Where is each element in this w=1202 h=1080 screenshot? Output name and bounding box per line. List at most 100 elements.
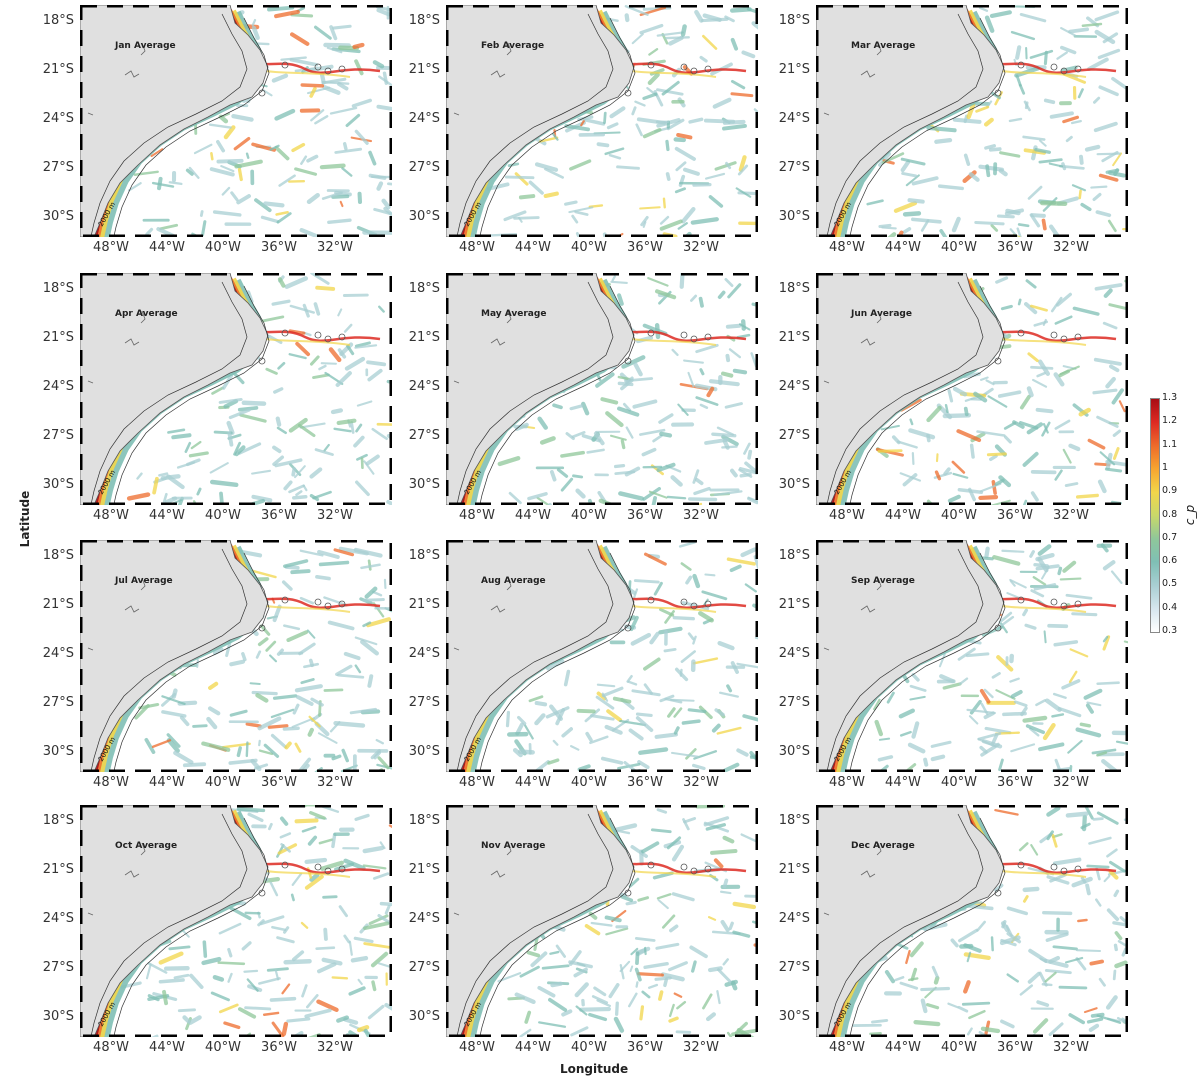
eddy-streak (306, 192, 320, 205)
eddy-streak (647, 983, 659, 989)
eddy-streak (1022, 715, 1048, 723)
eddy-streak (294, 465, 306, 479)
eddy-streak (622, 402, 632, 412)
eddy-streak (233, 136, 251, 151)
eddy-streak (330, 408, 344, 415)
map-panel-4: 2000 m (80, 273, 392, 505)
latitude-tick-label: 24°S (42, 379, 74, 394)
map-svg: 2000 m (816, 5, 1128, 237)
eddy-streak (329, 25, 338, 41)
eddy-streak (619, 960, 631, 973)
panel-title: Jan Average (115, 41, 176, 51)
eddy-streak (255, 693, 269, 703)
land-mass (446, 540, 635, 772)
eddy-streak (1118, 400, 1126, 413)
eddy-streak (257, 919, 265, 927)
isobath-200m (90, 13, 248, 237)
eddy-streak (884, 970, 896, 984)
eddy-streak (656, 808, 668, 814)
eddy-streak (507, 162, 520, 168)
eddy-streak (998, 758, 1004, 772)
eddy-streak (367, 674, 374, 688)
eddy-streak (538, 136, 559, 143)
eddy-streak (704, 438, 729, 445)
eddy-streak (1045, 932, 1069, 942)
eddy-streak (378, 75, 392, 87)
eddy-streak (621, 355, 646, 369)
eddy-streak (368, 150, 377, 166)
latitude-tick-label: 27°S (778, 160, 810, 175)
eddy-streak (373, 207, 392, 216)
eddy-streak (1046, 830, 1054, 841)
eddy-streak (1111, 76, 1128, 90)
eddy-streak (1095, 210, 1112, 218)
longitude-tick-label: 44°W (515, 240, 551, 255)
eddy-streak (568, 960, 593, 969)
eddy-streak (227, 431, 234, 447)
latitude-tick-label: 18°S (778, 13, 810, 28)
eddy-streak (246, 978, 259, 992)
eddy-streak (336, 1015, 350, 1023)
eddy-streak (1107, 219, 1117, 233)
longitude-tick-label: 48°W (459, 1040, 495, 1055)
eddy-streak (286, 1017, 311, 1023)
eddy-streak (750, 352, 758, 368)
eddy-streak (650, 828, 672, 834)
eddy-streak (600, 397, 619, 405)
eddy-streak (275, 416, 282, 427)
eddy-streak (673, 726, 680, 735)
eddy-streak (947, 494, 961, 503)
eddy-streak (1092, 192, 1102, 202)
eddy-streak (188, 451, 209, 458)
eddy-streak (1054, 469, 1063, 481)
eddy-streak (608, 153, 622, 160)
eddy-streak (620, 895, 634, 903)
eddy-streak (999, 935, 1021, 946)
seamount-outline (690, 602, 698, 610)
eddy-streak (322, 895, 338, 899)
eddy-streak (518, 194, 536, 200)
eddy-streak (281, 983, 291, 995)
eddy-streak (1035, 407, 1054, 414)
panel-title: Apr Average (115, 309, 178, 319)
eddy-streak (321, 80, 350, 85)
eddy-streak (1088, 1023, 1100, 1032)
eddy-streak (555, 708, 566, 726)
eddy-streak (221, 742, 251, 749)
eddy-streak (201, 741, 231, 752)
eddy-streak (605, 411, 624, 428)
eddy-streak (751, 21, 758, 30)
eddy-streak (331, 47, 361, 54)
colorbar-label: c_p (1183, 504, 1198, 526)
eddy-streak (251, 690, 278, 696)
eddy-streak (571, 430, 586, 439)
eddy-streak (1078, 189, 1082, 200)
eddy-streak (613, 823, 638, 833)
eddy-streak (1097, 479, 1107, 494)
eddy-streak (162, 492, 168, 504)
eddy-streak (997, 390, 1022, 398)
eddy-streak (708, 379, 740, 387)
eddy-streak (613, 1016, 625, 1033)
seamount-outline (1050, 598, 1058, 606)
eddy-streak (548, 997, 568, 1012)
eddy-streak (725, 161, 732, 170)
eddy-streak (573, 967, 588, 978)
eddy-streak (692, 183, 712, 187)
eddy-streak (255, 650, 262, 659)
eddy-streak (724, 15, 735, 23)
eddy-streak (372, 590, 383, 597)
longitude-tick-label: 44°W (515, 775, 551, 790)
eddy-streak (574, 982, 589, 998)
eddy-streak (1102, 32, 1119, 44)
eddy-streak (692, 657, 719, 665)
eddy-streak (693, 486, 711, 496)
eddy-streak (317, 549, 340, 559)
eddy-streak (1030, 213, 1046, 218)
eddy-streak (283, 559, 309, 569)
land-mass (80, 540, 269, 772)
eddy-streak (575, 1005, 588, 1016)
eddy-streak (714, 708, 725, 717)
eddy-streak (1062, 448, 1072, 464)
eddy-streak (651, 496, 657, 505)
